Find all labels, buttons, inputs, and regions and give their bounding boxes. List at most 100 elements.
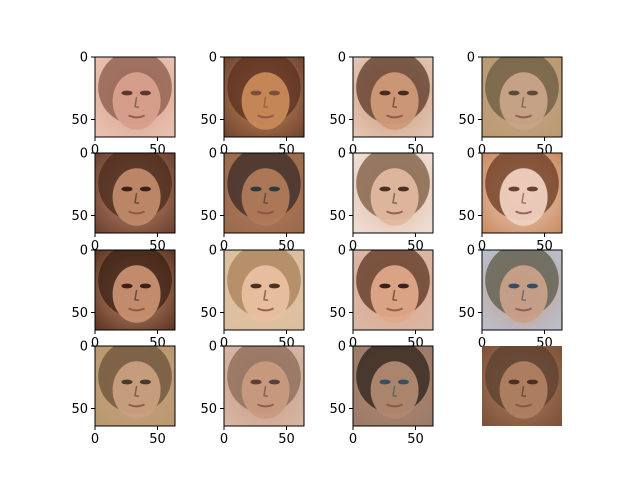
face-image bbox=[224, 57, 304, 137]
x-tick-label: 0 bbox=[220, 432, 228, 447]
y-tick-label: 50 bbox=[71, 306, 88, 321]
x-tick-label: 0 bbox=[349, 239, 357, 254]
y-tick-label: 0 bbox=[338, 147, 346, 162]
left-eye bbox=[250, 283, 262, 289]
right-eye bbox=[397, 283, 409, 289]
axes-frame bbox=[94, 56, 176, 138]
x-tick-label: 0 bbox=[349, 336, 357, 351]
face-image bbox=[482, 250, 562, 330]
axes-frame bbox=[223, 249, 305, 331]
y-tick-label: 0 bbox=[80, 244, 88, 259]
right-eye bbox=[526, 379, 539, 385]
y-tick-label: 50 bbox=[458, 209, 475, 224]
face-image bbox=[482, 153, 562, 233]
y-tick-label: 0 bbox=[467, 244, 475, 259]
axes-frame bbox=[223, 345, 305, 427]
nose bbox=[134, 192, 140, 205]
y-tick-label: 0 bbox=[338, 244, 346, 259]
nose bbox=[521, 289, 527, 302]
nose bbox=[521, 385, 527, 398]
mouth bbox=[515, 210, 533, 215]
mouth bbox=[386, 403, 404, 408]
y-tick-label: 50 bbox=[71, 113, 88, 128]
y-tick-label: 50 bbox=[329, 209, 346, 224]
axes-frame bbox=[223, 152, 305, 234]
mouth bbox=[386, 210, 404, 215]
nose bbox=[134, 96, 140, 109]
axes-frame bbox=[481, 249, 563, 331]
y-tick-label: 0 bbox=[80, 340, 88, 355]
left-eye bbox=[508, 283, 520, 289]
x-tick-label: 0 bbox=[478, 239, 486, 254]
x-tick-label: 0 bbox=[349, 432, 357, 447]
left-eye bbox=[379, 90, 391, 96]
face-image bbox=[353, 57, 433, 137]
x-tick-label: 0 bbox=[220, 143, 228, 158]
y-tick-label: 50 bbox=[329, 402, 346, 417]
nose bbox=[134, 289, 140, 302]
left-eye bbox=[508, 90, 520, 96]
x-tick-label: 0 bbox=[91, 143, 99, 158]
y-tick-label: 0 bbox=[209, 244, 217, 259]
face-image bbox=[482, 57, 562, 137]
face-image bbox=[95, 346, 175, 426]
axes-frame bbox=[94, 152, 176, 234]
y-tick-label: 0 bbox=[80, 51, 88, 66]
y-tick-label: 50 bbox=[200, 209, 217, 224]
mouth bbox=[128, 114, 146, 119]
axes-frame bbox=[223, 56, 305, 138]
face-image bbox=[353, 153, 433, 233]
nose bbox=[521, 96, 527, 109]
right-eye bbox=[397, 379, 409, 385]
y-tick-label: 50 bbox=[458, 113, 475, 128]
face-image bbox=[353, 346, 433, 426]
right-eye bbox=[139, 379, 151, 385]
left-eye bbox=[508, 186, 520, 192]
face-image bbox=[95, 250, 175, 330]
mouth bbox=[257, 114, 275, 119]
x-tick-label: 0 bbox=[478, 143, 486, 158]
axes-frame bbox=[94, 345, 176, 427]
face-image bbox=[482, 346, 562, 426]
subplot-16 bbox=[482, 346, 562, 426]
left-eye bbox=[121, 379, 133, 385]
y-tick-label: 50 bbox=[458, 306, 475, 321]
y-tick-label: 50 bbox=[71, 402, 88, 417]
x-tick-label: 0 bbox=[91, 336, 99, 351]
right-eye bbox=[526, 283, 539, 289]
right-eye bbox=[268, 379, 280, 385]
left-eye bbox=[121, 90, 133, 96]
y-tick-label: 50 bbox=[200, 306, 217, 321]
left-eye bbox=[250, 186, 262, 192]
nose bbox=[263, 385, 269, 398]
left-eye bbox=[121, 186, 133, 192]
left-eye bbox=[379, 379, 391, 385]
right-eye bbox=[139, 90, 151, 96]
y-tick-label: 0 bbox=[209, 340, 217, 355]
y-tick-label: 50 bbox=[329, 306, 346, 321]
mouth bbox=[386, 307, 404, 312]
x-tick-label: 0 bbox=[220, 239, 228, 254]
mouth bbox=[515, 307, 533, 312]
x-tick-label: 50 bbox=[407, 432, 424, 447]
face-image bbox=[353, 250, 433, 330]
mouth bbox=[128, 307, 146, 312]
nose bbox=[263, 192, 269, 205]
face-image bbox=[95, 153, 175, 233]
y-tick-label: 0 bbox=[209, 51, 217, 66]
right-eye bbox=[268, 186, 280, 192]
x-tick-label: 50 bbox=[149, 432, 166, 447]
